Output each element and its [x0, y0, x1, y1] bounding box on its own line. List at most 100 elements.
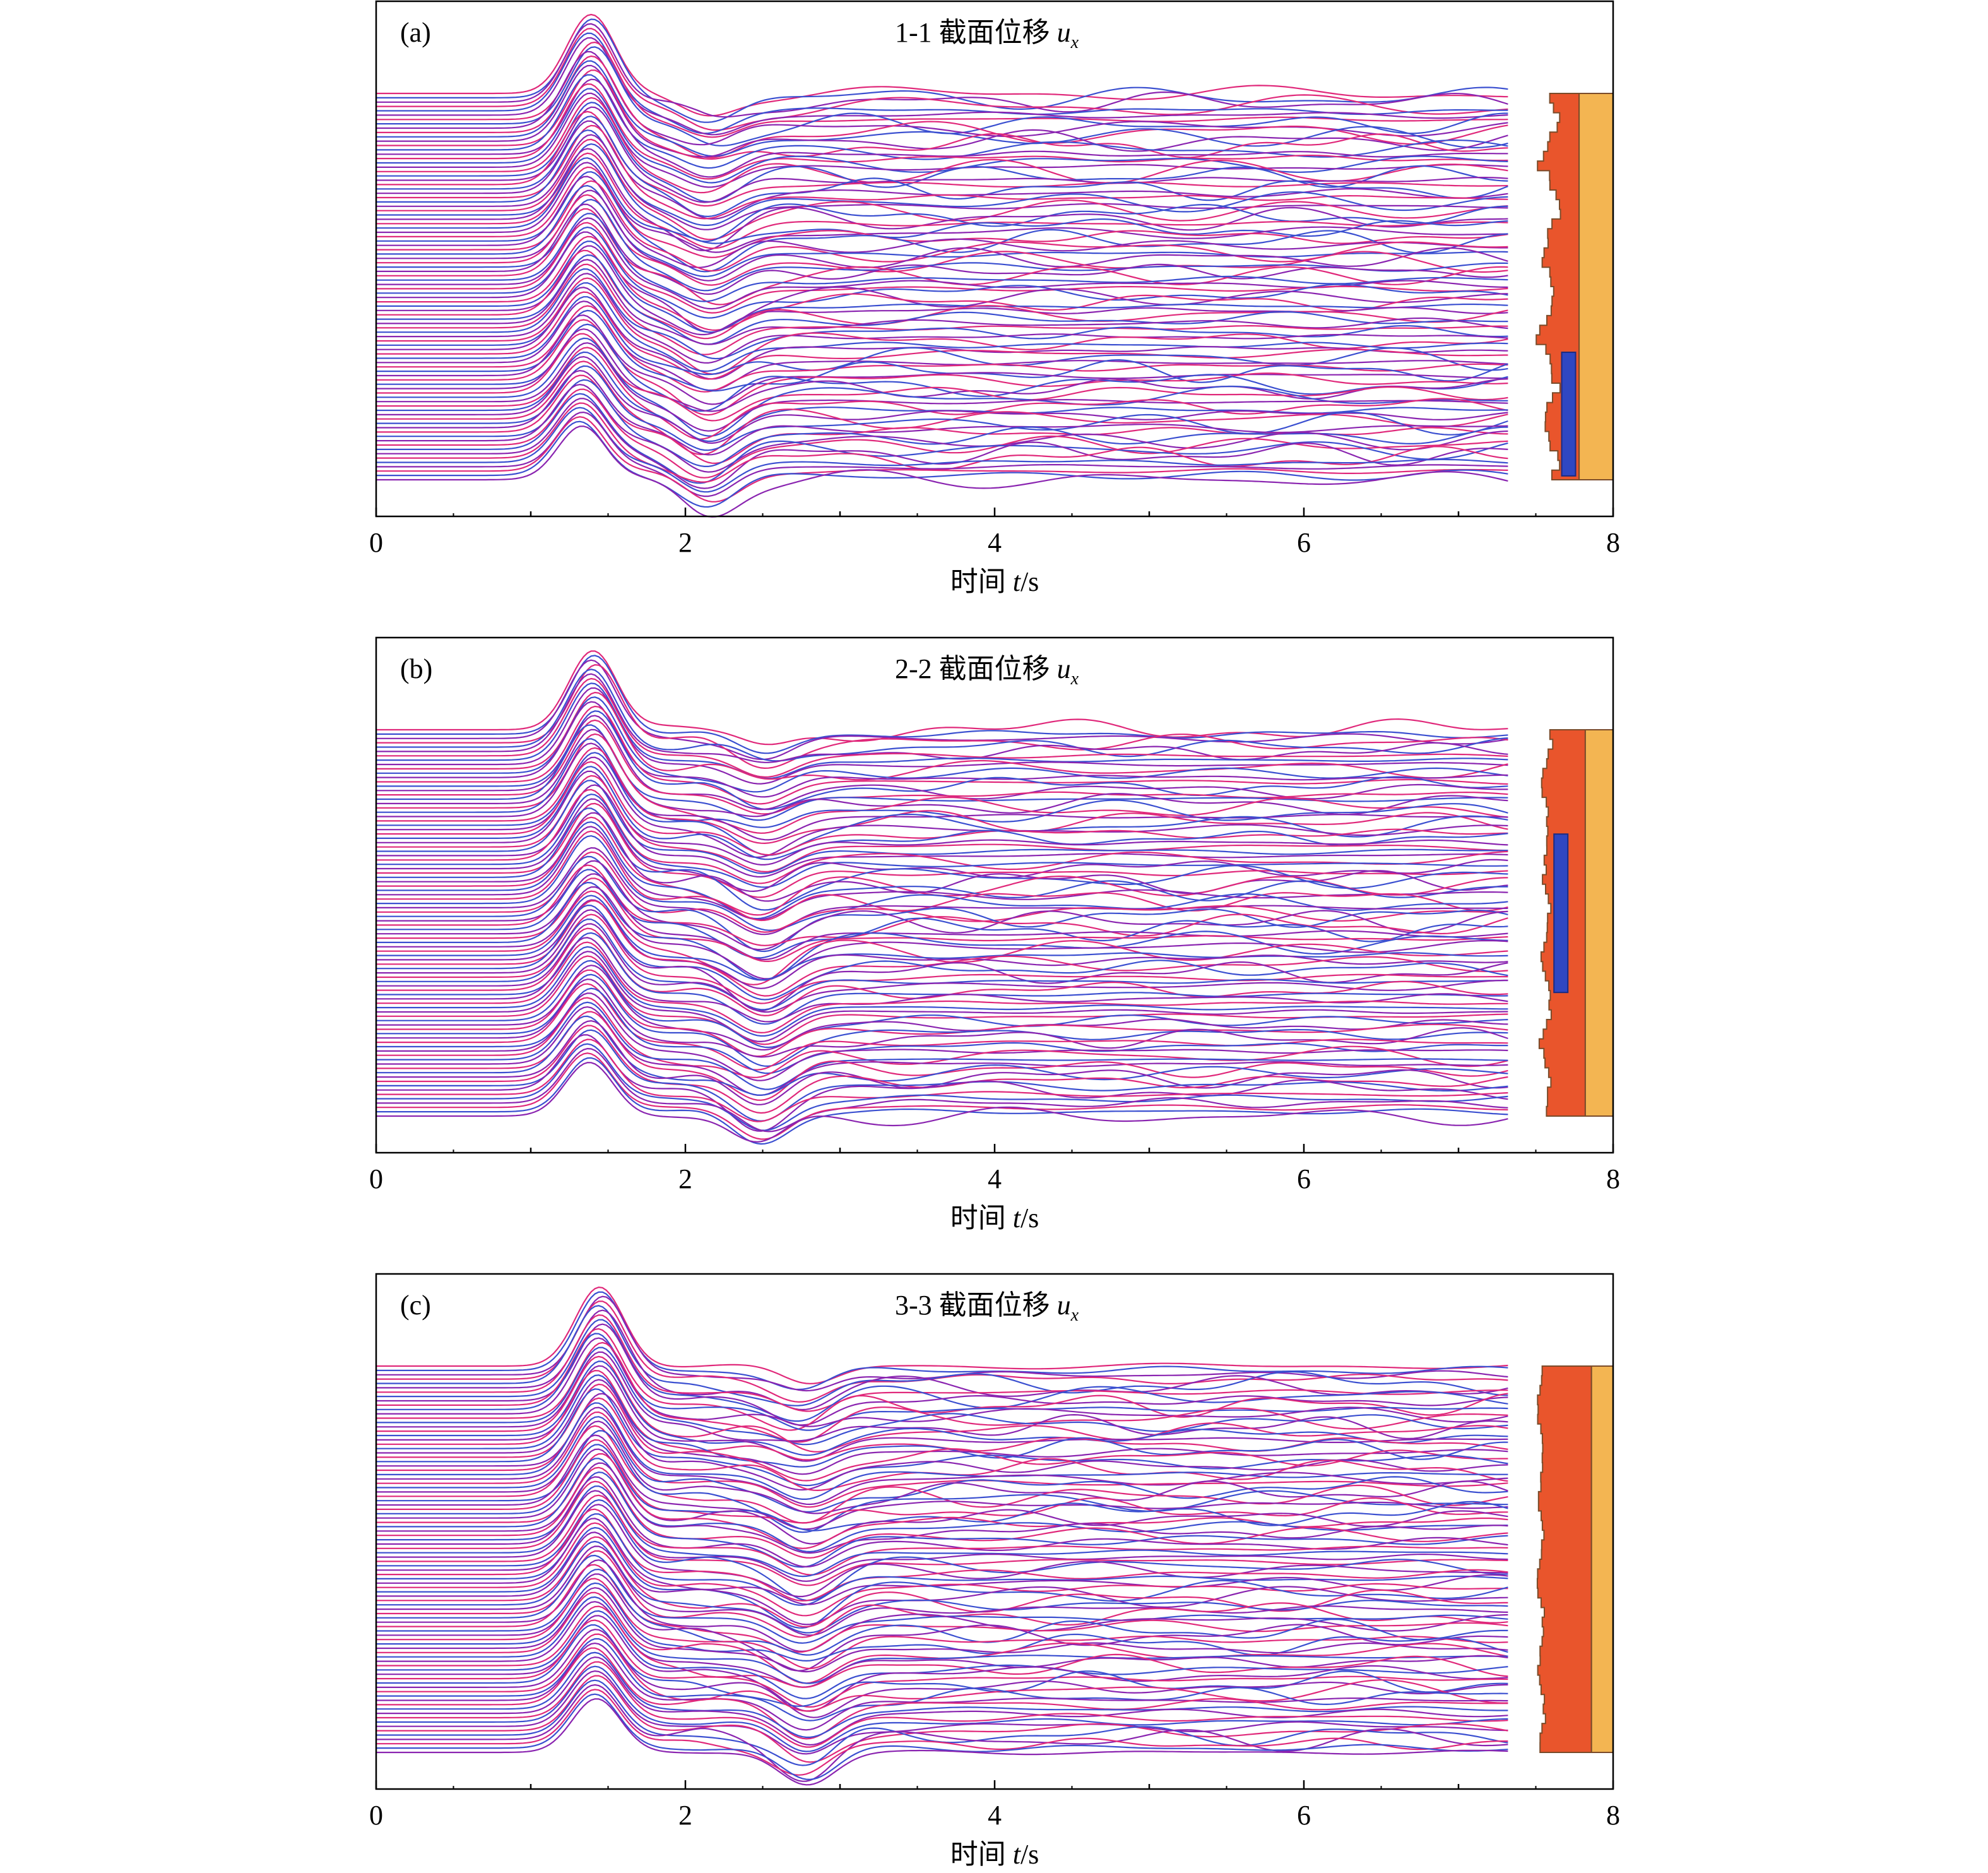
- trace-line: [376, 847, 1508, 936]
- trace-line: [376, 393, 1508, 484]
- trace-line: [376, 1466, 1508, 1559]
- trace-line: [376, 682, 1508, 780]
- trace-line: [376, 1434, 1508, 1530]
- chart-title-sub: x: [1070, 1305, 1079, 1325]
- x-axis: 0 2 4 6 8: [369, 1144, 1620, 1194]
- x-tick-label: 4: [988, 1163, 1002, 1194]
- trace-line: [376, 231, 1508, 333]
- trace-line: [376, 1038, 1508, 1122]
- trace-line: [376, 319, 1508, 416]
- trace-line: [376, 881, 1508, 981]
- trace-line: [376, 425, 1508, 518]
- trace-line: [376, 766, 1508, 860]
- x-tick-label: 4: [988, 527, 1002, 558]
- x-axis-label-unit: /s: [1021, 1203, 1039, 1234]
- trace-line: [376, 1291, 1508, 1391]
- trace-line: [376, 821, 1508, 920]
- x-axis: 0 2 4 6 8: [369, 508, 1620, 558]
- trace-line: [376, 860, 1508, 951]
- trace-line: [376, 673, 1508, 763]
- trace-line: [376, 1518, 1508, 1605]
- trace-line: [376, 973, 1508, 1067]
- trace-line: [376, 1062, 1508, 1143]
- trace-line: [376, 1684, 1508, 1782]
- trace-line: [376, 904, 1508, 1001]
- x-axis-label: 时间 t/s: [950, 1839, 1039, 1870]
- trace-line: [376, 369, 1508, 456]
- x-axis: 0 2 4 6 8: [369, 1780, 1620, 1831]
- x-tick-label: 6: [1297, 527, 1311, 558]
- trace-line: [376, 1689, 1508, 1776]
- trace-line: [376, 1624, 1508, 1707]
- trace-line: [376, 355, 1508, 444]
- profile-layer-yellow: [1578, 93, 1614, 480]
- trace-line: [376, 798, 1508, 893]
- trace-line: [376, 23, 1508, 118]
- trace-line: [376, 1286, 1508, 1384]
- panel-label: (b): [400, 653, 432, 684]
- trace-line: [376, 152, 1508, 249]
- chart-title-text: 1-1 截面位移: [895, 17, 1057, 48]
- panel-c: 0 2 4 6 8 时间 t/s (c) 3-3 截面位移 ux: [369, 1273, 1620, 1870]
- trace-line: [376, 1043, 1508, 1131]
- chart-title: 2-2 截面位移 ux: [895, 653, 1079, 689]
- x-tick-label: 4: [988, 1800, 1002, 1831]
- trace-line: [376, 32, 1508, 134]
- trace-line: [376, 1374, 1508, 1468]
- x-axis-label-unit: /s: [1021, 1839, 1039, 1870]
- trace-line: [376, 222, 1508, 314]
- trace-line: [376, 1545, 1508, 1636]
- x-tick-label: 0: [369, 1163, 383, 1194]
- trace-line: [376, 1499, 1508, 1602]
- chart-title-text: 2-2 截面位移: [895, 653, 1057, 684]
- x-axis-label-unit: /s: [1021, 566, 1039, 597]
- trace-line: [376, 1411, 1508, 1508]
- trace-line: [376, 1526, 1508, 1629]
- trace-line: [376, 1029, 1508, 1122]
- trace-line: [376, 157, 1508, 244]
- trace-line: [376, 213, 1508, 302]
- trace-line: [376, 398, 1508, 489]
- trace-line: [376, 1314, 1508, 1412]
- x-axis-label-var: t: [1013, 1203, 1022, 1234]
- trace-line: [376, 951, 1508, 1043]
- trace-line: [376, 669, 1508, 762]
- chart-title-text: 3-3 截面位移: [895, 1290, 1057, 1321]
- trace-line: [376, 941, 1508, 1034]
- x-tick-label: 8: [1606, 1800, 1620, 1831]
- x-axis-label-var: t: [1013, 1839, 1022, 1870]
- trace-line: [376, 347, 1508, 440]
- panel-label: (a): [400, 17, 431, 48]
- trace-line: [376, 1480, 1508, 1576]
- trace-line: [376, 1605, 1508, 1688]
- trace-line: [376, 747, 1508, 845]
- trace-line: [376, 1638, 1508, 1721]
- x-tick-label: 0: [369, 1800, 383, 1831]
- trace-line: [376, 277, 1508, 375]
- trace-line: [376, 383, 1508, 473]
- trace-line: [376, 74, 1508, 169]
- trace-line: [376, 895, 1508, 981]
- trace-line: [376, 992, 1508, 1081]
- panel-label: (c): [400, 1290, 431, 1321]
- trace-line: [376, 886, 1508, 980]
- x-axis-label-text: 时间: [950, 1203, 1013, 1234]
- trace-line: [376, 27, 1508, 131]
- trace-line: [376, 997, 1508, 1078]
- trace-line: [376, 770, 1508, 865]
- trace-line: [376, 148, 1508, 251]
- plot-frame: [375, 0, 1614, 518]
- trace-line: [376, 1601, 1508, 1688]
- trace-line: [376, 659, 1508, 761]
- chart-title-var: u: [1057, 1290, 1071, 1321]
- trace-line: [376, 1698, 1508, 1786]
- trace-line: [376, 1610, 1508, 1699]
- trace-line: [376, 1564, 1508, 1653]
- trace-line: [376, 407, 1508, 493]
- trace-line: [376, 807, 1508, 911]
- trace-line: [376, 69, 1508, 160]
- trace-line: [376, 1693, 1508, 1780]
- trace-line: [376, 1057, 1508, 1145]
- trace-line: [376, 969, 1508, 1057]
- trace-line: [376, 1341, 1508, 1443]
